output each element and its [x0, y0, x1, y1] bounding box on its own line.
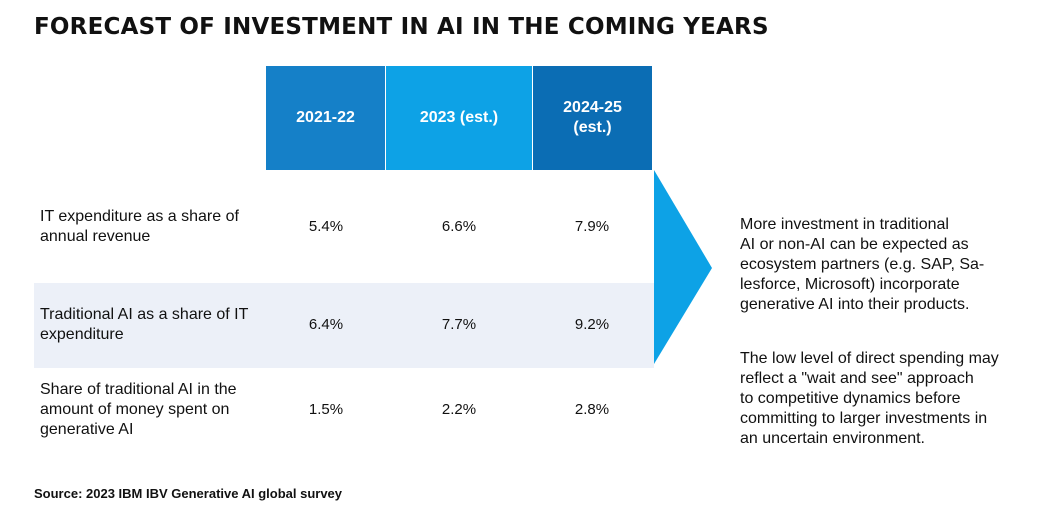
- column-header-2021-22: 2021-22: [266, 66, 385, 170]
- table-cell: 2.2%: [441, 401, 477, 418]
- table-cell: 5.4%: [308, 218, 344, 235]
- table-cell: 9.2%: [574, 316, 610, 333]
- column-header-label: 2024-25 (est.): [563, 99, 622, 136]
- table-cell: 2.8%: [574, 401, 610, 418]
- arrow-shape: [654, 170, 712, 364]
- arrow-polygon: [654, 170, 712, 364]
- table-cell: 1.5%: [308, 401, 344, 418]
- column-header-2023: 2023 (est.): [386, 66, 532, 170]
- table-cell: 6.4%: [308, 316, 344, 333]
- row-label: Share of traditional AI in the amount of…: [40, 381, 237, 438]
- table-cell: 7.7%: [441, 316, 477, 333]
- row-background-band: [34, 283, 654, 368]
- table-cell: 6.6%: [441, 218, 477, 235]
- table-cell: 7.9%: [574, 218, 610, 235]
- row-label: Traditional AI as a share of IT expendit…: [40, 306, 249, 343]
- row-label: IT expenditure as a share of annual reve…: [40, 208, 239, 245]
- column-header-label: 2021-22: [296, 109, 355, 126]
- note-wait-and-see: The low level of direct spending may ref…: [740, 350, 999, 447]
- chart-title: FORECAST OF INVESTMENT IN AI IN THE COMI…: [34, 14, 769, 40]
- column-header-2024-25: 2024-25 (est.): [533, 66, 652, 170]
- column-header-label: 2023 (est.): [419, 109, 499, 126]
- source-note: Source: 2023 IBM IBV Generative AI globa…: [34, 486, 343, 501]
- note-investment: More investment in traditional AI or non…: [740, 216, 985, 313]
